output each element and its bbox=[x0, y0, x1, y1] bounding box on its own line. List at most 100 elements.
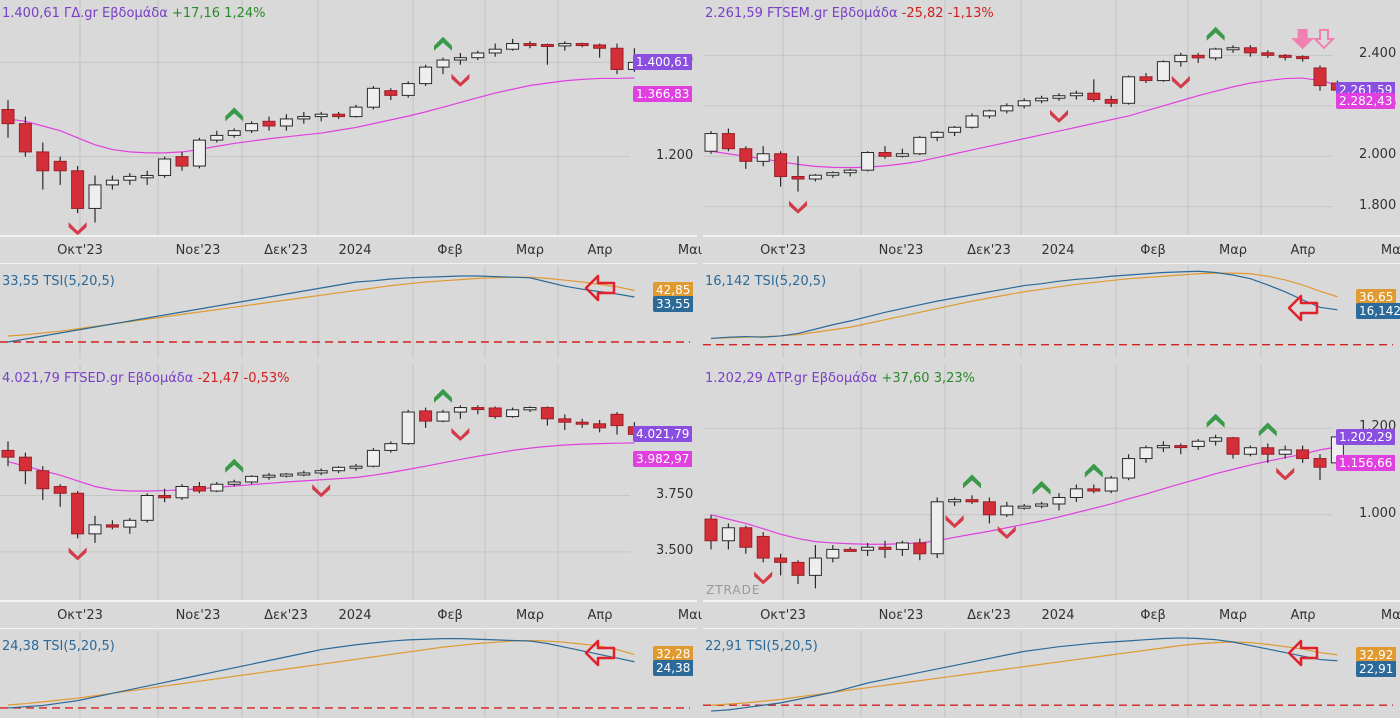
y-tick-label: 1.800 bbox=[1359, 197, 1397, 213]
candle bbox=[245, 121, 259, 134]
watermark: ZTRADE bbox=[706, 583, 761, 597]
month-label: 2024 bbox=[338, 243, 372, 258]
candle bbox=[826, 171, 840, 178]
candle bbox=[436, 57, 450, 75]
candle bbox=[982, 497, 996, 524]
candle bbox=[332, 111, 346, 119]
candle bbox=[826, 545, 840, 563]
arrow-up-marker bbox=[1032, 480, 1051, 495]
month-label: Δεκ'23 bbox=[967, 608, 1011, 623]
candle bbox=[739, 525, 753, 554]
candle bbox=[791, 156, 805, 192]
candle bbox=[1139, 73, 1153, 84]
candle bbox=[18, 452, 32, 485]
tsi-signal-tag: 42,85 bbox=[653, 282, 694, 299]
tsi-panel-gd[interactable]: 33,55 TSI(5,20,5) 42,85 33,55 bbox=[0, 266, 697, 358]
candle bbox=[1278, 54, 1292, 61]
arrow-down-marker bbox=[451, 427, 470, 441]
candle bbox=[1035, 95, 1049, 104]
candle bbox=[1069, 90, 1083, 100]
candle bbox=[384, 88, 398, 101]
candle bbox=[1156, 441, 1170, 453]
candle bbox=[1017, 503, 1031, 510]
candle bbox=[739, 146, 753, 169]
candle bbox=[1261, 50, 1275, 58]
tsi-chart-svg bbox=[703, 631, 1393, 718]
price-chart-svg bbox=[703, 365, 1400, 629]
candle bbox=[1069, 484, 1083, 502]
arrow-down-marker bbox=[1276, 467, 1295, 481]
month-label: Νοε'23 bbox=[878, 243, 924, 258]
tsi-panel-dtp[interactable]: 22,91 TSI(5,20,5) 32,92 22,91 bbox=[703, 631, 1400, 718]
candle bbox=[808, 173, 822, 182]
candle bbox=[1104, 95, 1118, 108]
candle bbox=[1035, 501, 1049, 509]
chart-header: 1.202,29 ΔTP.gr Εβδομάδα +37,60 3,23% bbox=[705, 371, 975, 386]
price-panel-ftsed[interactable]: 3.500 3.750 Οκτ'23 Νοε'23 Δεκ'23 2024 Φεβ Μαρ Απ… bbox=[0, 365, 702, 629]
tsi-line bbox=[710, 637, 1338, 712]
arrow-up-marker bbox=[225, 107, 244, 122]
candle bbox=[704, 514, 718, 550]
candle bbox=[593, 43, 607, 58]
tsi-chart-svg bbox=[0, 266, 690, 358]
candle bbox=[1174, 443, 1188, 455]
arrow-down-marker bbox=[68, 222, 87, 236]
candle bbox=[471, 50, 485, 61]
candle bbox=[948, 497, 962, 507]
arrow-down-marker bbox=[997, 525, 1016, 539]
candle bbox=[279, 114, 293, 131]
candle bbox=[756, 532, 770, 563]
candle bbox=[401, 81, 415, 98]
candle bbox=[349, 104, 363, 118]
candle bbox=[1226, 436, 1240, 459]
candle bbox=[1, 100, 15, 138]
candle bbox=[913, 136, 927, 156]
candle bbox=[1052, 493, 1066, 511]
tsi-panel-ftsem[interactable]: 16,142 TSI(5,20,5) 36,65 16,142 bbox=[703, 266, 1400, 358]
y-tick-label: 3.500 bbox=[656, 542, 694, 558]
candle bbox=[523, 406, 537, 413]
candle bbox=[506, 38, 520, 51]
candle bbox=[366, 448, 380, 468]
price-panel-ftsem[interactable]: 1.8002.0002.2002.400Οκτ'23Νοε'23Δεκ'2320… bbox=[703, 0, 1400, 264]
month-label: Απρ bbox=[587, 243, 613, 258]
candle bbox=[279, 472, 293, 478]
candle bbox=[540, 406, 554, 426]
candle bbox=[861, 542, 875, 556]
header-change: +17,16 1,24% bbox=[171, 6, 266, 21]
tsi-panel-ftsed[interactable]: 24,38 TSI(5,20,5) 32,28 24,38 bbox=[0, 631, 697, 718]
chart-header: 2.261,59 FTSEM.gr Εβδομάδα -25,82 -1,13% bbox=[705, 6, 994, 21]
candle bbox=[913, 538, 927, 561]
month-label: Μαι bbox=[677, 608, 703, 623]
candle bbox=[192, 137, 206, 169]
tsi-label: 24,38 TSI(5,20,5) bbox=[2, 639, 115, 654]
price-panel-gd[interactable]: 1.2001.400Οκτ'23Νοε'23Δεκ'232024ΦεβΜαρΑπ… bbox=[0, 0, 702, 264]
candle bbox=[227, 128, 241, 138]
candle bbox=[1209, 434, 1223, 446]
tsi-value-tag: 16,142 bbox=[1356, 302, 1400, 319]
arrow-up-marker bbox=[434, 36, 452, 51]
price-panel-dtp[interactable]: 1.000 1.200 Οκτ'23 Νοε'23 Δεκ'23 2024 Φεβ Μαρ Απ… bbox=[703, 365, 1400, 629]
candle bbox=[523, 41, 537, 49]
candle bbox=[965, 495, 979, 504]
red-left-arrow-icon bbox=[1287, 639, 1319, 667]
candle bbox=[123, 173, 137, 185]
candle bbox=[436, 409, 450, 423]
month-label: Δεκ'23 bbox=[967, 243, 1011, 258]
candle bbox=[210, 481, 224, 493]
month-label: Νοε'23 bbox=[175, 243, 221, 258]
candle bbox=[558, 414, 572, 431]
candle bbox=[332, 466, 346, 473]
red-left-arrow-icon bbox=[584, 639, 616, 667]
month-label: Φεβ bbox=[437, 243, 463, 258]
moving-average-line bbox=[710, 77, 1338, 169]
candle bbox=[471, 405, 485, 415]
arrow-up-marker bbox=[963, 474, 981, 489]
tsi-chart-svg bbox=[703, 266, 1393, 358]
candle bbox=[610, 412, 624, 435]
moving-average-line bbox=[710, 446, 1338, 545]
candle bbox=[721, 128, 735, 152]
red-left-arrow-icon bbox=[584, 274, 616, 302]
candle bbox=[895, 540, 909, 556]
price-chart-svg bbox=[0, 365, 697, 629]
